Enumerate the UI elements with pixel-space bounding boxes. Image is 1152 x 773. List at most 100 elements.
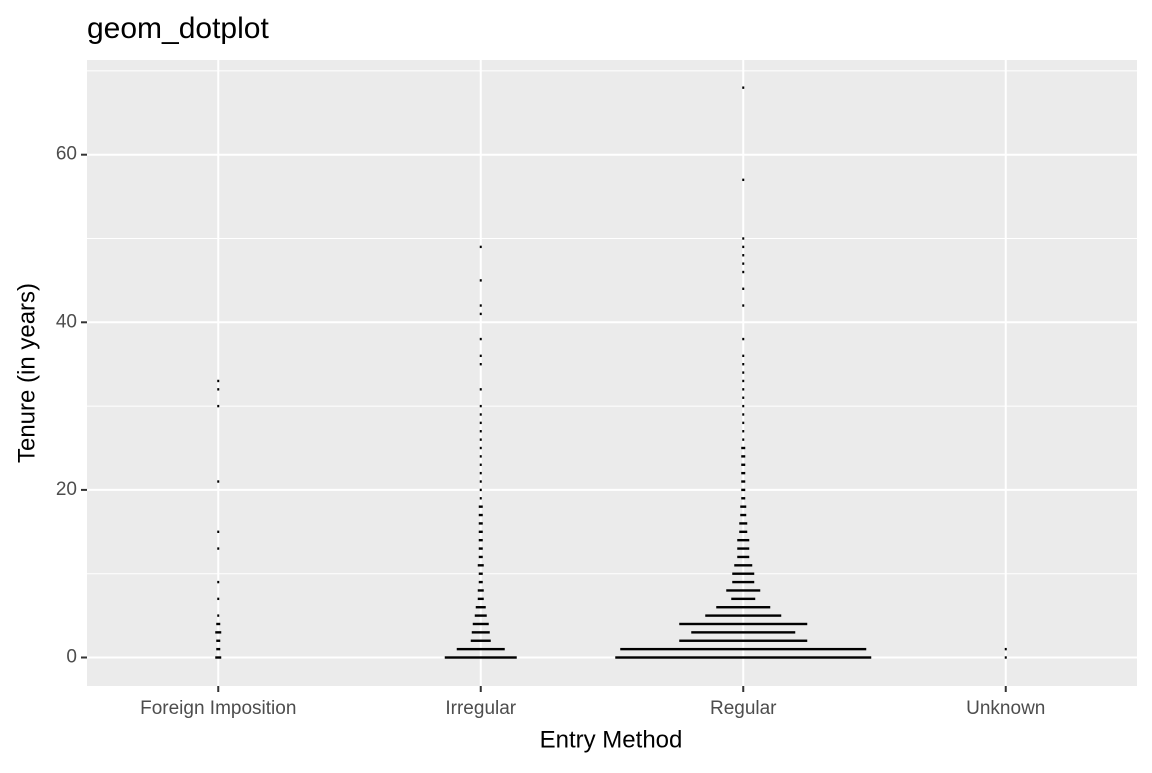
dot-row — [742, 262, 745, 265]
dot-row — [741, 446, 746, 450]
dot-row — [478, 547, 483, 550]
dot-row — [742, 86, 745, 89]
dot-row — [479, 363, 482, 366]
dot-row — [742, 430, 745, 433]
dot-row — [478, 572, 483, 575]
dot-row — [742, 413, 745, 416]
dot-row — [478, 505, 483, 508]
dot-row — [742, 287, 745, 290]
dot-row — [477, 564, 484, 567]
dot-row — [479, 471, 482, 475]
dot-row — [475, 606, 486, 609]
dot-row — [216, 639, 221, 642]
dot-row — [479, 413, 482, 416]
dot-row — [479, 446, 482, 450]
dot-row — [742, 421, 745, 425]
dot-row — [679, 639, 808, 642]
dot-row — [216, 622, 221, 626]
dot-row — [479, 438, 482, 441]
dot-row — [691, 631, 796, 634]
dot-row — [479, 304, 482, 307]
x-tick-label: Regular — [710, 698, 777, 719]
dot-row — [742, 337, 745, 341]
dot-row — [737, 547, 750, 550]
dot-row — [477, 597, 484, 601]
dot-row — [478, 513, 483, 517]
dot-row — [215, 631, 222, 634]
dot-row — [478, 580, 483, 584]
dot-row — [742, 438, 745, 441]
dot-row — [742, 237, 745, 240]
dot-row — [742, 388, 745, 391]
dot-row — [742, 354, 745, 358]
dot-row — [479, 430, 482, 433]
dot-row — [479, 455, 482, 458]
dot-row — [615, 656, 872, 659]
dot-row — [479, 354, 482, 358]
dot-row — [217, 480, 220, 483]
x-axis-label: Entry Method — [540, 726, 683, 753]
dot-row — [742, 371, 745, 374]
dot-row — [478, 555, 483, 559]
dot-row — [478, 538, 483, 542]
dot-row — [215, 656, 222, 659]
dot-row — [742, 404, 745, 408]
dot-row — [444, 656, 517, 659]
dot-row — [737, 538, 750, 542]
dot-row — [741, 480, 746, 483]
dot-row — [217, 580, 220, 584]
dot-row — [741, 471, 746, 475]
dot-row — [741, 497, 746, 500]
dot-row — [742, 396, 745, 399]
dot-row — [742, 254, 745, 257]
dot-row — [737, 555, 750, 559]
x-tick-label: Foreign Imposition — [140, 698, 296, 719]
dot-row — [734, 564, 753, 567]
dot-row — [479, 245, 482, 249]
dot-row — [216, 647, 221, 651]
dot-row — [478, 530, 483, 534]
dot-row — [477, 589, 484, 592]
dot-row — [739, 522, 748, 525]
dot-row — [479, 312, 482, 316]
dot-row — [742, 245, 745, 249]
dot-row — [217, 530, 220, 534]
dot-row — [474, 614, 487, 617]
y-tick-label: 40 — [56, 311, 77, 332]
dot-row — [732, 580, 755, 584]
dot-row — [456, 647, 505, 651]
dot-row — [479, 337, 482, 341]
dot-row — [479, 404, 482, 408]
dot-row — [479, 480, 482, 483]
dot-row — [217, 379, 220, 383]
dot-row — [479, 488, 482, 492]
dot-row — [471, 631, 490, 634]
dot-row — [742, 178, 745, 182]
dot-row — [217, 597, 220, 601]
y-tick-label: 0 — [66, 647, 77, 668]
dot-row — [620, 647, 867, 651]
dot-row — [742, 363, 745, 366]
dot-row — [705, 614, 782, 617]
dot-row — [478, 522, 483, 525]
panel — [87, 60, 1137, 686]
dot-row — [726, 589, 761, 592]
dot-row — [742, 304, 745, 307]
dot-row — [679, 622, 808, 626]
dot-row — [740, 505, 747, 508]
dot-row — [217, 404, 220, 408]
dot-row — [1004, 647, 1007, 651]
dot-row — [740, 513, 747, 517]
dot-row — [742, 270, 745, 274]
y-tick-label: 60 — [56, 144, 77, 165]
dot-row — [479, 497, 482, 500]
dot-row — [217, 388, 220, 391]
dot-row — [741, 463, 746, 466]
dot-row — [742, 379, 745, 383]
dot-row — [731, 597, 756, 601]
dot-row — [479, 421, 482, 425]
y-tick-label: 20 — [56, 479, 77, 500]
dot-row — [741, 488, 746, 492]
dot-row — [479, 463, 482, 466]
dot-row — [472, 622, 489, 626]
